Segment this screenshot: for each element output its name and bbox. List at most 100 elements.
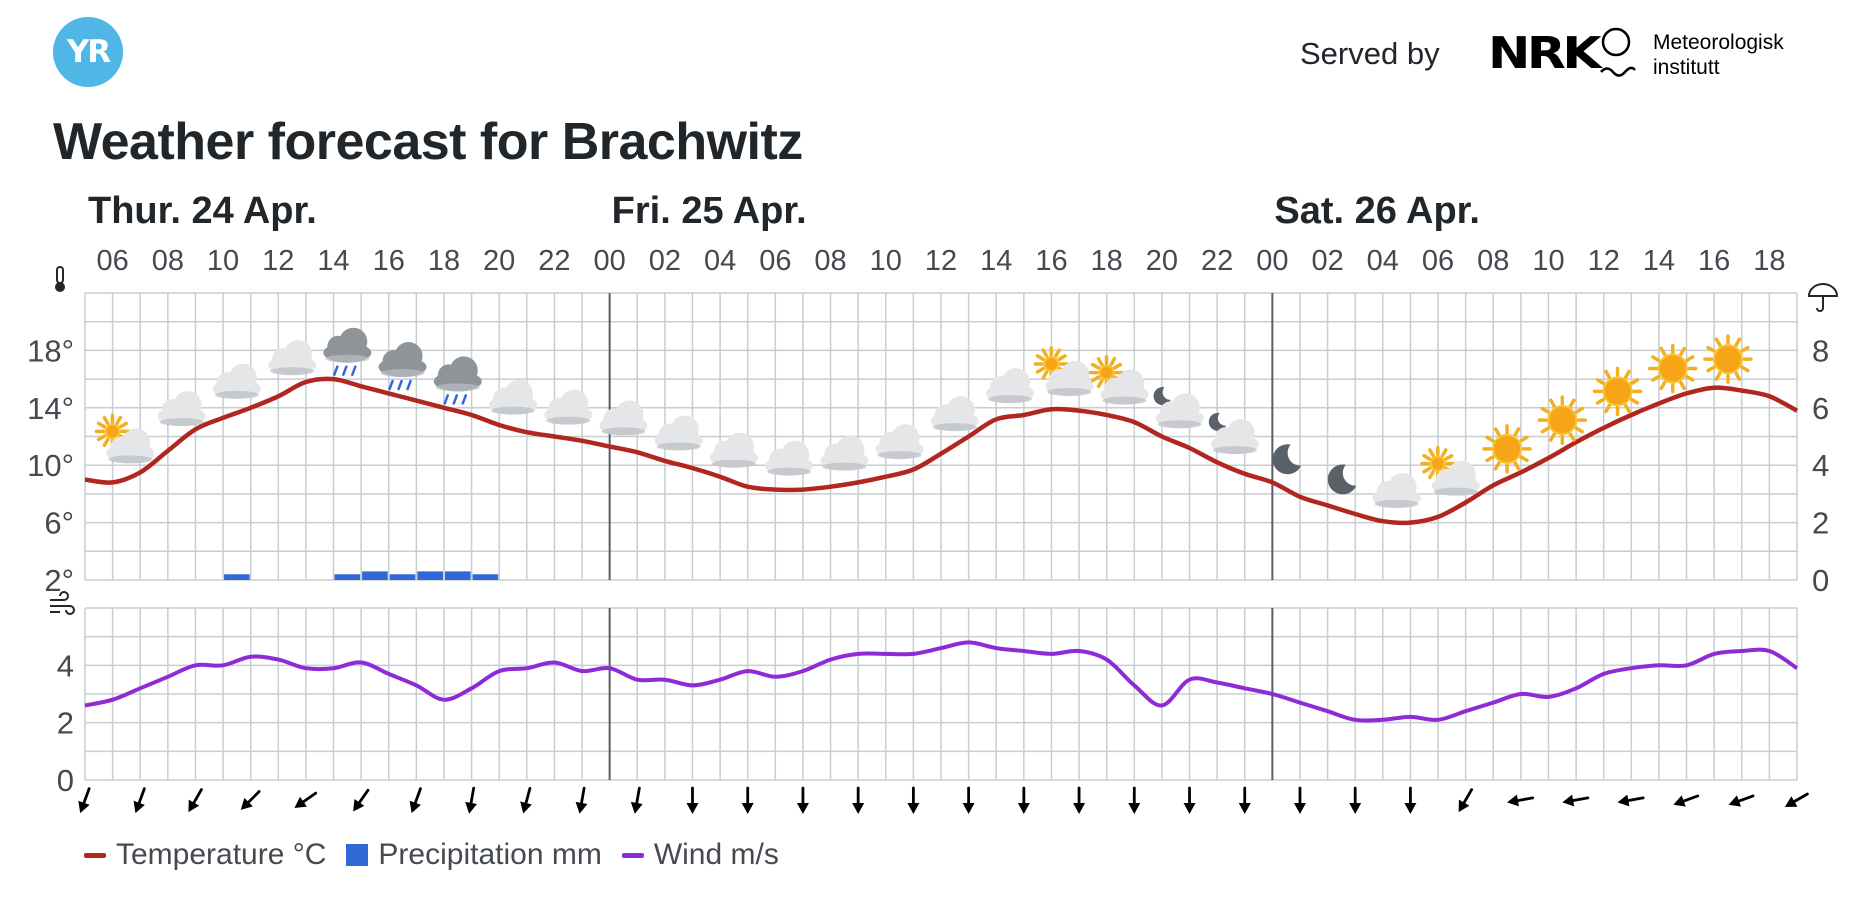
- sun-ray: [1574, 426, 1584, 434]
- day-label: Sat. 26 Apr.: [1274, 190, 1480, 232]
- hour-tick-label: 16: [1035, 245, 1067, 277]
- sun-ray: [1428, 469, 1436, 480]
- sun-disc: [1429, 455, 1446, 472]
- sun-ray: [1678, 346, 1686, 357]
- hour-tick-label: 02: [649, 245, 681, 277]
- sun-ray: [1678, 380, 1686, 391]
- wind-arrow-head: [1728, 795, 1742, 807]
- hour-tick-label: 04: [704, 245, 736, 277]
- thermometer-stem: [56, 266, 64, 284]
- sun-shape: [1703, 334, 1753, 384]
- hour-tick-label: 22: [538, 245, 570, 277]
- wind-arrow-head: [962, 803, 975, 814]
- thermometer-bulb: [55, 282, 65, 292]
- met-line-2: institutt: [1653, 56, 1720, 79]
- sun-ray: [1684, 374, 1695, 382]
- cloud-puff: [1447, 460, 1476, 489]
- cloud-shadow: [601, 427, 646, 436]
- nrk-logo[interactable]: NRK: [1488, 28, 1602, 79]
- precipitation-tick-label: 6: [1812, 391, 1829, 426]
- sun-ray: [1574, 406, 1584, 414]
- wind-arrow-icon: [1017, 786, 1030, 814]
- cloud-shadow: [1102, 396, 1147, 405]
- sun-disc: [1098, 364, 1115, 381]
- day-label: Fri. 25 Apr.: [612, 190, 807, 232]
- sun-ray: [1096, 378, 1104, 389]
- precipitation-bar: [389, 574, 416, 580]
- sun-ray: [1493, 427, 1501, 437]
- wind-arrow-head: [686, 803, 699, 814]
- sun-ray: [102, 437, 110, 448]
- cloud-shape: [986, 368, 1035, 404]
- wind-icon-lines: [50, 591, 75, 615]
- cloud-shadow: [988, 395, 1033, 404]
- weather-symbols: [94, 327, 1753, 508]
- wind-arrow-head: [741, 803, 754, 814]
- hour-tick-label: 00: [594, 245, 626, 277]
- umbrella-canopy: [1807, 283, 1839, 297]
- wind-arrow-icon: [520, 787, 532, 814]
- sun-ray: [1513, 460, 1521, 471]
- sun-ray: [1054, 348, 1062, 358]
- sun-disc: [1547, 405, 1578, 436]
- sun-ray: [1041, 369, 1049, 380]
- clear-sky-icon: [1537, 395, 1588, 445]
- moon-crescent: [1272, 444, 1302, 475]
- cloud-shape: [765, 440, 814, 476]
- wind-direction-arrows: [78, 786, 1809, 814]
- cloud-shadow: [822, 462, 867, 471]
- hour-tick-label: 14: [1643, 245, 1675, 277]
- legend-item-temperature[interactable]: Temperature °C: [84, 838, 326, 872]
- hour-tick-label: 16: [373, 245, 405, 277]
- sun-ray: [1519, 455, 1529, 463]
- sun-ray: [1422, 453, 1432, 461]
- wind-arrow-head: [1073, 803, 1086, 814]
- sun-ray: [96, 434, 107, 442]
- clear-night-icon: [1327, 464, 1357, 495]
- sun-ray: [1714, 337, 1722, 348]
- cloud-shape: [433, 356, 482, 392]
- precipitation-bar: [472, 574, 499, 580]
- wind-arrow-icon: [962, 786, 975, 814]
- wind-arrow-head: [1183, 803, 1196, 814]
- sun-ray: [102, 415, 110, 426]
- met-institute-name[interactable]: Meteorologisk institutt: [1653, 30, 1784, 80]
- moon-shape: [1153, 387, 1171, 406]
- wind-line: [84, 640, 1799, 723]
- sun-disc: [1492, 433, 1523, 464]
- sun-shape: [1647, 343, 1698, 394]
- rain-drop: [388, 379, 394, 391]
- sun-ray: [1422, 466, 1432, 474]
- legend-wind-label: Wind m/s: [653, 838, 779, 871]
- wind-arrow-head: [796, 803, 809, 814]
- cloud-shape: [157, 391, 206, 427]
- hour-tick-label: 20: [1146, 245, 1178, 277]
- sun-ray: [1485, 455, 1495, 463]
- sun-ray: [1443, 453, 1454, 461]
- cloudy-icon: [212, 363, 261, 399]
- rain-drop: [443, 394, 450, 405]
- cloud-shape: [268, 340, 317, 376]
- wind-arrow-head: [1238, 803, 1251, 814]
- sun-ray: [1595, 397, 1606, 405]
- legend-precipitation-label: Precipitation mm: [378, 838, 602, 871]
- legend-item-wind[interactable]: Wind m/s: [621, 838, 779, 872]
- cloud-puff: [891, 424, 920, 453]
- hour-tick-label: 16: [1698, 245, 1730, 277]
- cloud-shadow: [656, 442, 701, 451]
- moon-crescent: [1153, 387, 1171, 406]
- sun-disc: [1043, 355, 1060, 372]
- hour-tick-label: 12: [1588, 245, 1620, 277]
- precipitation-bar: [362, 571, 388, 580]
- wind-tick-label: 2: [57, 706, 74, 741]
- legend-item-precipitation[interactable]: Precipitation mm: [346, 838, 602, 872]
- chart-grid: [84, 292, 1798, 781]
- met-institute-logo-icon[interactable]: [1598, 25, 1638, 85]
- rain-drop: [461, 394, 468, 405]
- cloud-puff: [781, 440, 810, 469]
- sun-ray: [1604, 369, 1612, 380]
- hour-tick-label: 18: [428, 245, 460, 277]
- clear-sky-icon: [1482, 424, 1532, 474]
- yr-logo[interactable]: YR: [53, 17, 123, 87]
- sun-ray: [1519, 435, 1529, 443]
